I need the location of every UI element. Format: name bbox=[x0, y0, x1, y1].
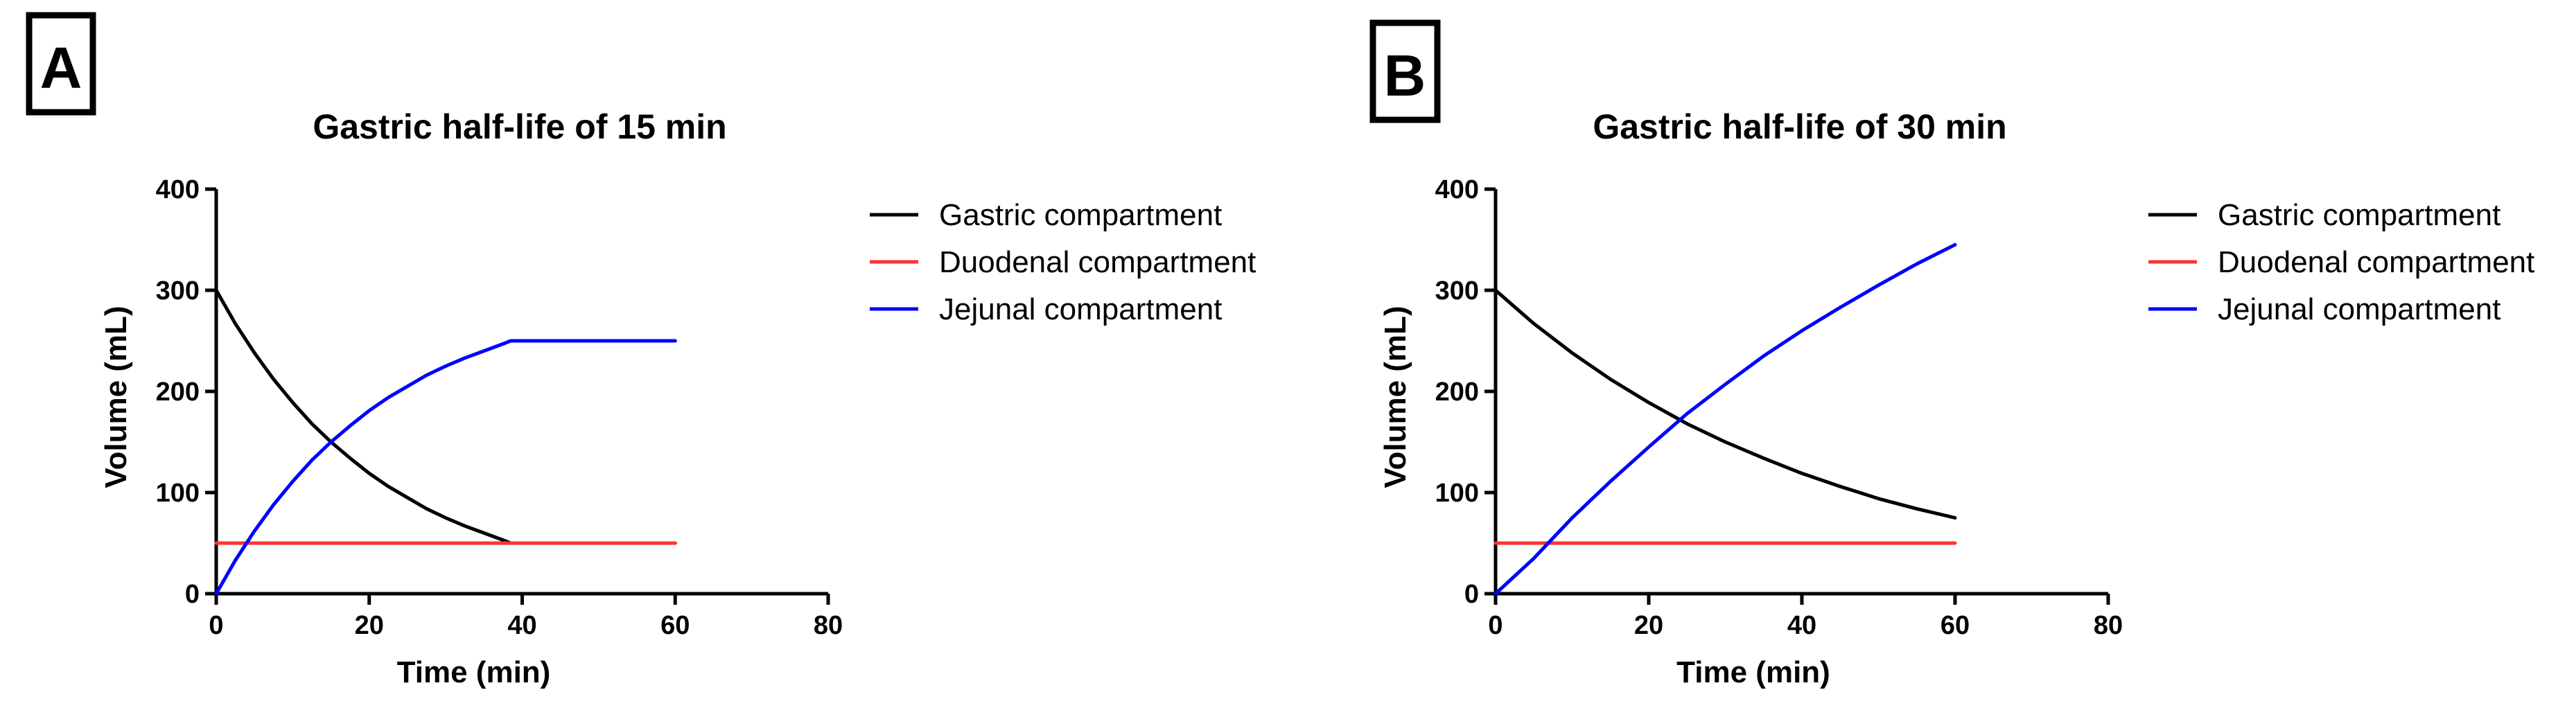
y-tick-label: 300 bbox=[1435, 276, 1479, 306]
x-tick-label: 60 bbox=[1940, 611, 1970, 640]
y-tick-label: 200 bbox=[156, 378, 200, 407]
legend-label: Jejunal compartment bbox=[2218, 292, 2500, 326]
y-axis-title: Volume (mL) bbox=[99, 306, 133, 488]
x-tick-label: 20 bbox=[1634, 611, 1663, 640]
legend-label: Gastric compartment bbox=[2218, 198, 2500, 232]
series-line-jejunal bbox=[1493, 242, 1957, 596]
chart-title: Gastric half-life of 15 min bbox=[313, 107, 726, 146]
chart-title: Gastric half-life of 30 min bbox=[1593, 107, 2006, 146]
x-axis-title: Time (min) bbox=[397, 655, 551, 689]
y-tick-label: 0 bbox=[1464, 580, 1479, 609]
x-axis-title: Time (min) bbox=[1676, 655, 1830, 689]
x-tick-label: 80 bbox=[2094, 611, 2123, 640]
y-tick-label: 400 bbox=[1435, 175, 1479, 204]
x-tick-label: 0 bbox=[209, 611, 223, 640]
y-tick-label: 400 bbox=[156, 175, 200, 204]
y-tick-label: 100 bbox=[1435, 479, 1479, 508]
legend: Gastric compartment Duodenal compartment J… bbox=[870, 198, 1256, 326]
y-tick-label: 200 bbox=[1435, 378, 1479, 407]
panel-label: A bbox=[40, 35, 82, 100]
x-tick-label: 60 bbox=[660, 611, 690, 640]
y-tick-label: 0 bbox=[185, 580, 200, 609]
legend-label: Gastric compartment bbox=[939, 198, 1222, 232]
x-tick-label: 20 bbox=[355, 611, 384, 640]
panel-label: B bbox=[1384, 43, 1426, 108]
y-axis-title: Volume (mL) bbox=[1378, 306, 1412, 488]
legend: Gastric compartment Duodenal compartment J… bbox=[2148, 198, 2534, 326]
legend-label: Duodenal compartment bbox=[939, 245, 1256, 279]
legend-label: Duodenal compartment bbox=[2218, 245, 2534, 279]
series-line-jejunal bbox=[214, 339, 677, 596]
panel-label-box bbox=[26, 12, 96, 116]
x-tick-label: 80 bbox=[814, 611, 843, 640]
x-tick-label: 40 bbox=[1787, 611, 1816, 640]
x-tick-label: 40 bbox=[507, 611, 536, 640]
panel-label-box bbox=[1369, 19, 1441, 123]
series-line-gastric bbox=[214, 288, 677, 545]
y-tick-label: 300 bbox=[156, 276, 200, 306]
x-tick-label: 0 bbox=[1488, 611, 1502, 640]
series-line-gastric bbox=[1493, 288, 1957, 520]
legend-label: Jejunal compartment bbox=[939, 292, 1222, 326]
y-tick-label: 100 bbox=[156, 479, 200, 508]
